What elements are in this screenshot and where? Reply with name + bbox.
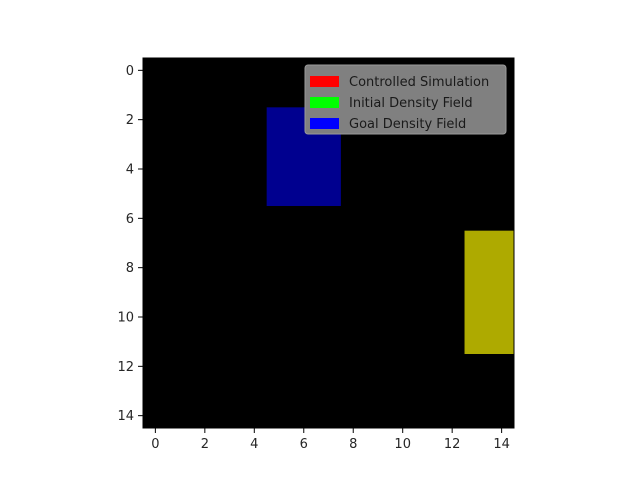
x-tick-label: 12 [444, 437, 461, 452]
x-tick-label: 2 [201, 437, 209, 452]
x-tick-label: 8 [349, 437, 357, 452]
y-tick-label: 4 [126, 163, 134, 178]
y-tick-label: 8 [126, 261, 134, 276]
y-axis-ticks: 0 2 4 6 8 10 12 14 [117, 64, 143, 424]
x-tick-label: 6 [300, 437, 308, 452]
x-tick-label: 10 [394, 437, 411, 452]
legend-swatch [310, 118, 339, 129]
legend-label: Goal Density Field [349, 117, 466, 132]
legend-swatch [310, 97, 339, 108]
x-axis-ticks: 0 2 4 6 8 10 12 14 [151, 428, 510, 452]
x-tick-label: 4 [250, 437, 258, 452]
legend-label: Initial Density Field [349, 96, 473, 111]
legend: Controlled Simulation Initial Density Fie… [304, 64, 507, 135]
y-tick-label: 6 [126, 212, 134, 227]
y-tick-label: 2 [126, 113, 134, 128]
y-tick-label: 14 [117, 409, 134, 424]
y-tick-label: 0 [126, 64, 134, 79]
y-tick-label: 12 [117, 360, 134, 375]
axes-frame [142, 57, 515, 429]
yellow-block [464, 230, 514, 354]
legend-label: Controlled Simulation [349, 75, 489, 90]
legend-box [304, 64, 507, 135]
y-tick-label: 10 [117, 311, 134, 326]
x-tick-label: 14 [493, 437, 510, 452]
x-tick-label: 0 [151, 437, 159, 452]
legend-swatch [310, 76, 339, 87]
